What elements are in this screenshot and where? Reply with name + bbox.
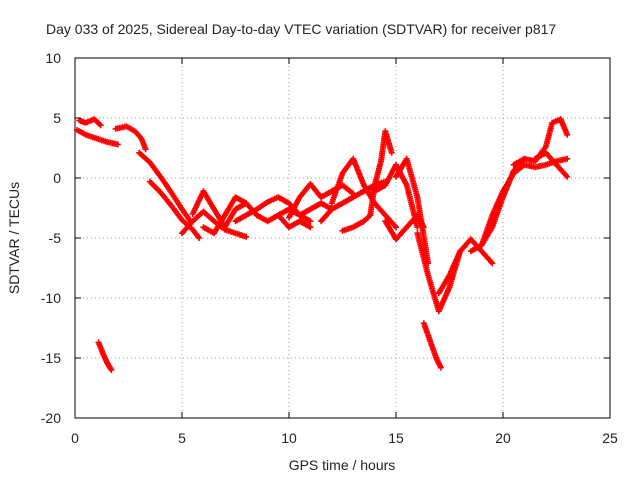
series-arc-20 (382, 212, 427, 243)
point-marks-arc-25 (478, 155, 571, 249)
point-marks-arc-8 (189, 188, 260, 231)
point-marks-arc-1 (74, 127, 121, 148)
y-tick-label: 0 (53, 170, 61, 186)
x-tick-label: 0 (71, 430, 79, 446)
y-tick-label: 5 (53, 110, 61, 126)
series-arc-16 (339, 212, 374, 234)
x-tick-label: 5 (178, 430, 186, 446)
x-tick-label: 10 (281, 430, 297, 446)
grid (75, 58, 610, 418)
series-arc-23 (435, 236, 496, 297)
series-arc-4 (112, 123, 149, 153)
y-tick-label: -5 (49, 230, 62, 246)
series-arc-2 (76, 116, 104, 129)
point-marks-arc-27 (532, 149, 571, 180)
x-tick-label: 25 (602, 430, 618, 446)
point-marks-arc-17 (367, 128, 395, 219)
x-axis-ticks: 0 5 10 15 20 25 (71, 58, 618, 446)
point-marks-arc-21 (414, 230, 464, 315)
point-marks-arc-20 (382, 212, 427, 243)
point-marks-arc-7 (179, 208, 250, 240)
x-axis-label: GPS time / hours (289, 457, 396, 473)
series-arc-15 (328, 155, 399, 231)
y-tick-label: -20 (41, 410, 61, 426)
point-marks-arc-23 (435, 236, 496, 297)
series-arc-17 (367, 128, 395, 219)
series-arc-7 (179, 208, 250, 240)
y-axis-label: SDTVAR / TECUs (6, 182, 22, 294)
y-tick-label: -15 (41, 350, 61, 366)
series-arc-3 (95, 339, 115, 373)
y-tick-label: 10 (45, 50, 61, 66)
point-marks-arc-16 (339, 212, 374, 234)
series-arc-14 (318, 178, 389, 225)
series-arc-9 (200, 194, 250, 237)
point-marks-arc-9 (200, 194, 250, 237)
x-tick-label: 20 (495, 430, 511, 446)
series-arc-25 (478, 155, 571, 249)
point-marks-arc-2 (76, 116, 104, 129)
data-points (74, 116, 571, 373)
y-axis-ticks: 10 5 0 -5 -10 -15 -20 (41, 50, 610, 426)
point-marks-arc-14 (318, 178, 389, 225)
chart-title: Day 033 of 2025, Sidereal Day-to-day VTE… (46, 21, 556, 37)
point-marks-arc-15 (328, 155, 399, 231)
series-arc-5 (136, 149, 194, 225)
series-arc-22 (420, 320, 444, 371)
point-marks-arc-22 (420, 320, 444, 371)
series-arc-27 (532, 149, 571, 180)
point-marks-arc-12 (275, 212, 314, 231)
series-arc-1 (74, 127, 121, 148)
point-marks-arc-5 (136, 149, 194, 225)
point-marks-arc-4 (112, 123, 149, 153)
x-tick-label: 15 (388, 430, 404, 446)
series-arc-8 (189, 188, 260, 231)
series-arc-12 (275, 212, 314, 231)
series-arc-21 (414, 230, 464, 315)
point-marks-arc-3 (95, 339, 115, 373)
y-tick-label: -10 (41, 290, 61, 306)
